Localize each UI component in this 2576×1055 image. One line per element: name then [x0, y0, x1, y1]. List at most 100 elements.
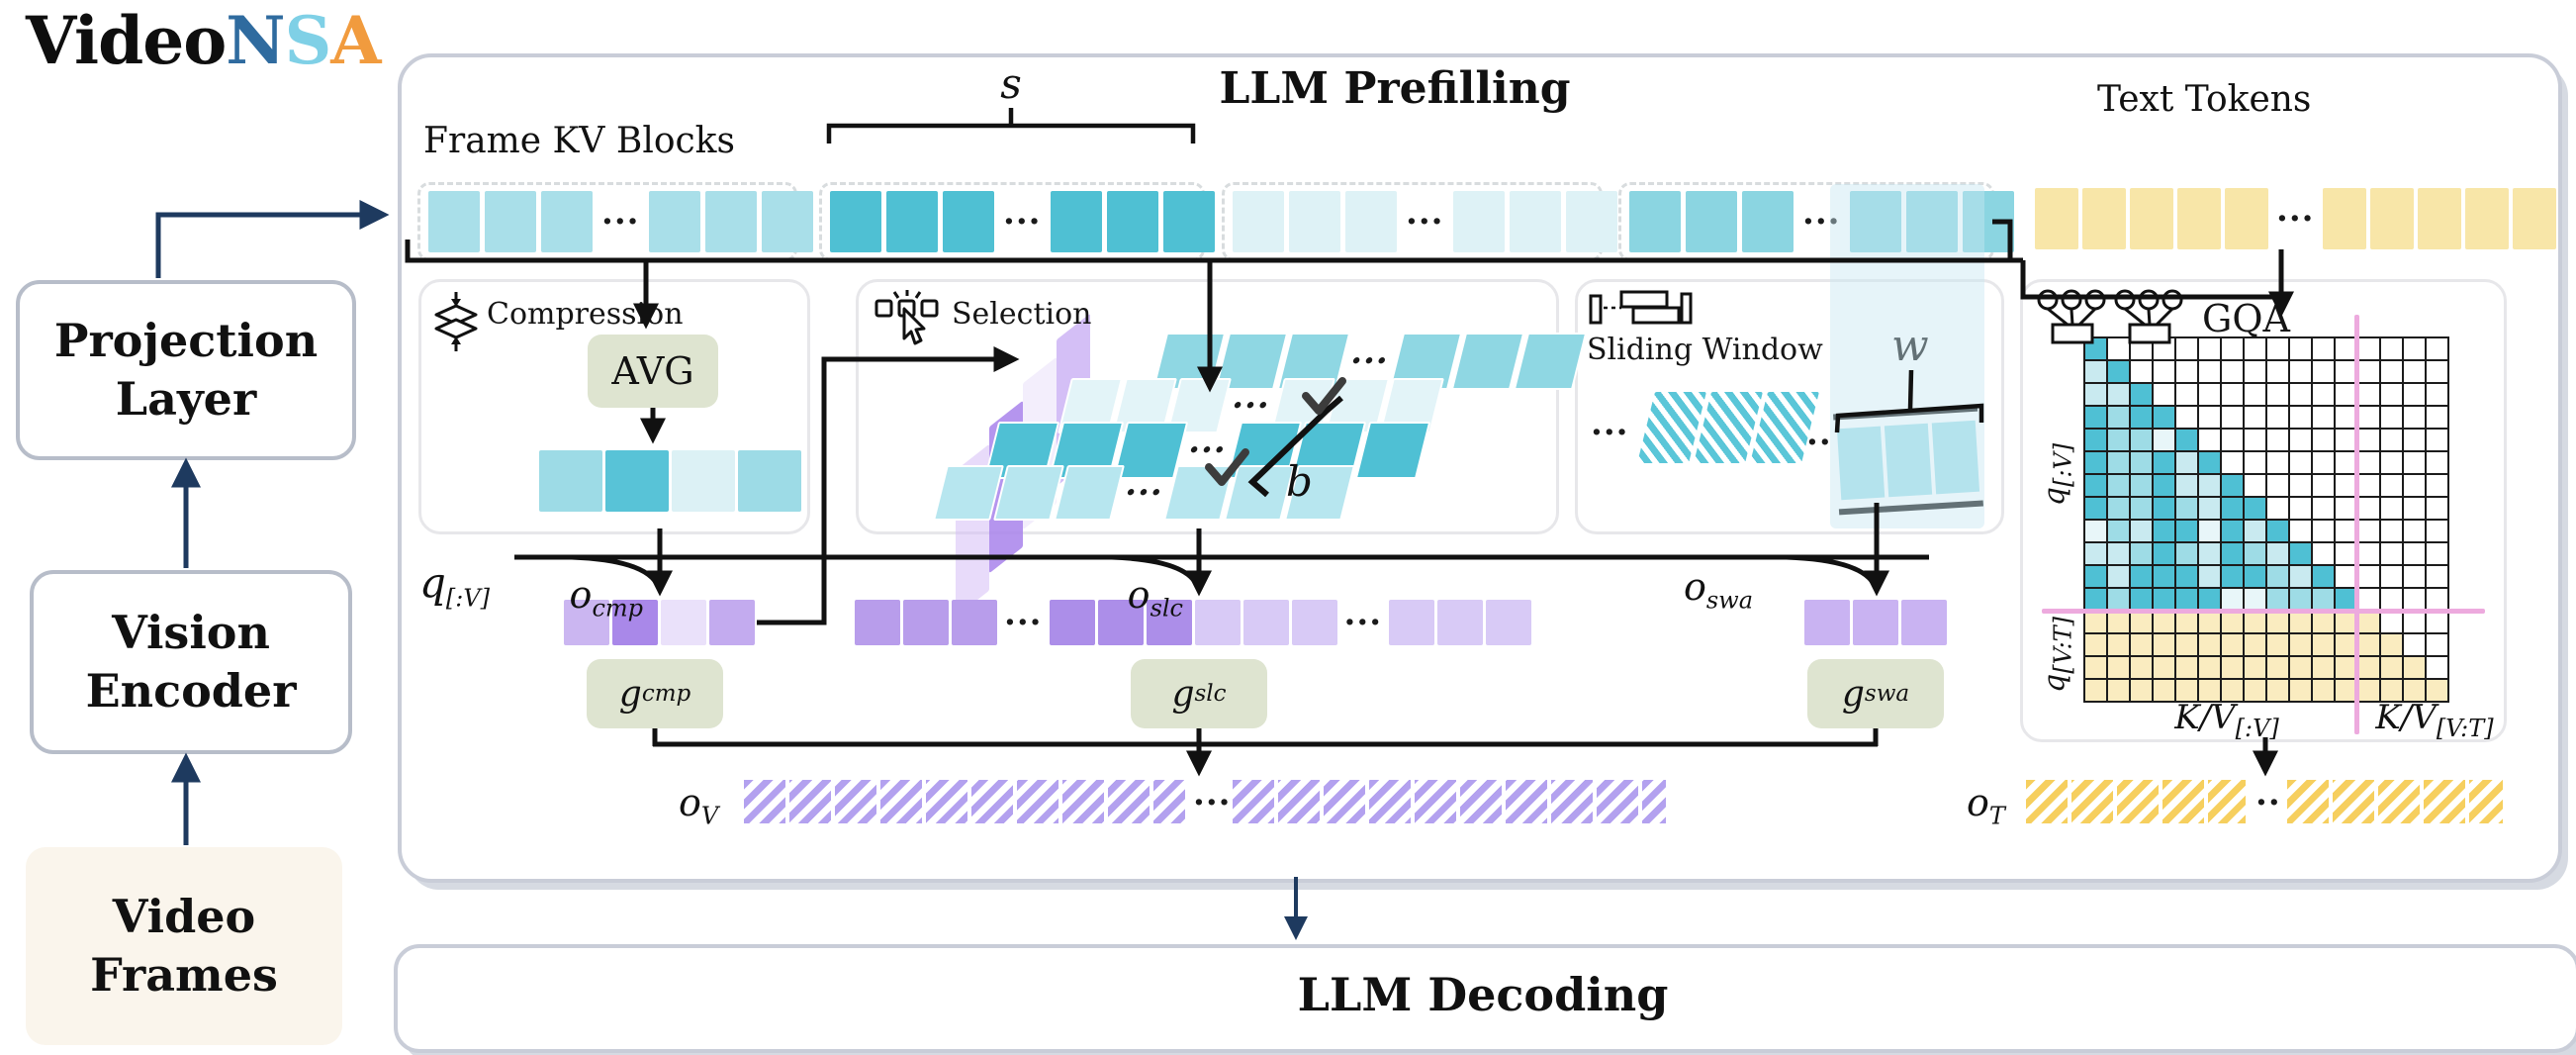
- gated-output-cell: [1242, 600, 1289, 645]
- attention-cell: [2267, 634, 2288, 655]
- attention-cell: [2131, 407, 2152, 428]
- attention-cell: [2245, 543, 2265, 564]
- attention-cell: [2336, 543, 2356, 564]
- attention-cell: [2245, 634, 2265, 655]
- text-token-cell: [2130, 188, 2173, 249]
- attention-cell: [2154, 475, 2174, 496]
- attention-cell: [2404, 657, 2425, 678]
- gated-output-cell: [1486, 600, 1532, 645]
- attention-cell: [2404, 407, 2425, 428]
- attention-cell: [2336, 430, 2356, 450]
- attention-cell: [2358, 612, 2379, 632]
- sliding-window-label: Sliding Window: [1587, 333, 1823, 367]
- attention-cell: [2336, 498, 2356, 519]
- frame-kv-label: Frame KV Blocks: [423, 121, 735, 161]
- attention-cell: [2336, 407, 2356, 428]
- g-swa-gate: g swa: [1807, 659, 1944, 728]
- attention-cell: [2222, 407, 2243, 428]
- o-slc-row: ··· ···: [855, 600, 1532, 645]
- o-swa-row: [1804, 600, 1947, 645]
- attention-cell: [2313, 566, 2334, 587]
- gqa-icon: [2037, 289, 2183, 344]
- ellipsis: ···: [2276, 199, 2315, 239]
- text-token-cell: [2417, 188, 2461, 249]
- kv-cell: [1509, 191, 1561, 252]
- kv-cell: [485, 191, 536, 252]
- attention-cell: [2427, 589, 2447, 610]
- attention-cell: [2222, 589, 2243, 610]
- kv-cell: [943, 191, 994, 252]
- logo-letter: A: [330, 2, 381, 79]
- attention-cell: [2131, 612, 2152, 632]
- ellipsis: ···: [1227, 386, 1275, 426]
- attention-cell: [2381, 498, 2402, 519]
- compression-icon: [434, 292, 478, 351]
- attention-cell: [2267, 452, 2288, 473]
- attention-cell: [2245, 657, 2265, 678]
- b-label: b: [1286, 457, 1313, 506]
- sliding-dots-left: ···: [1591, 413, 1629, 452]
- attention-cell: [2404, 612, 2425, 632]
- text-token-cell: [2177, 188, 2221, 249]
- attention-cell: [2154, 657, 2174, 678]
- attention-cell: [2245, 680, 2265, 701]
- attention-cell: [2131, 566, 2152, 587]
- selection-cell: [1223, 465, 1295, 521]
- attention-cell: [2267, 521, 2288, 541]
- attention-cell: [2131, 634, 2152, 655]
- attention-cell: [2290, 680, 2311, 701]
- gated-output-cell: [1804, 600, 1850, 645]
- attention-cell: [2222, 521, 2243, 541]
- attention-cell: [2108, 657, 2129, 678]
- kv-cell: [1742, 191, 1794, 252]
- attention-cell: [2267, 566, 2288, 587]
- prefilling-title: LLM Prefilling: [1219, 63, 1571, 114]
- attention-cell: [2404, 475, 2425, 496]
- attention-cell: [2290, 407, 2311, 428]
- attention-cell: [2313, 612, 2334, 632]
- compression-label: Compression: [487, 297, 684, 332]
- attention-cell: [2154, 521, 2174, 541]
- attention-cell: [2290, 589, 2311, 610]
- attention-cell: [2222, 361, 2243, 382]
- attention-cell: [2085, 589, 2106, 610]
- attention-cell: [2427, 657, 2447, 678]
- gated-output-cell: [1291, 600, 1337, 645]
- text-token-cell: [2322, 188, 2366, 249]
- attention-cell: [2427, 521, 2447, 541]
- gqa-x-label-vision: K/V[:V]: [2174, 698, 2279, 742]
- attention-cell: [2154, 452, 2174, 473]
- attention-cell: [2313, 430, 2334, 450]
- attention-cell: [2245, 361, 2265, 382]
- attention-cell: [2358, 566, 2379, 587]
- attention-cell: [2358, 361, 2379, 382]
- attention-cell: [2427, 634, 2447, 655]
- attention-cell: [2290, 612, 2311, 632]
- gated-output-cell: [1437, 600, 1484, 645]
- attention-cell: [2381, 361, 2402, 382]
- selection-cell: [1450, 333, 1524, 390]
- o-swa-label: oswa: [1683, 565, 1753, 615]
- attention-cell: [2222, 498, 2243, 519]
- attention-cell: [2404, 589, 2425, 610]
- attention-cell: [2131, 498, 2152, 519]
- attention-cell: [2381, 612, 2402, 632]
- attention-cell: [2222, 634, 2243, 655]
- gated-output-cell: [564, 600, 609, 645]
- attention-cell: [2267, 657, 2288, 678]
- attention-cell: [2381, 543, 2402, 564]
- attention-cell: [2404, 498, 2425, 519]
- attention-cell: [2336, 566, 2356, 587]
- attention-cell: [2358, 384, 2379, 405]
- attention-cell: [2267, 361, 2288, 382]
- attention-cell: [2245, 498, 2265, 519]
- attention-cell: [2085, 452, 2106, 473]
- attention-cell: [2085, 680, 2106, 701]
- attention-cell: [2336, 634, 2356, 655]
- attention-cell: [2358, 338, 2379, 359]
- selection-cell: [933, 465, 1004, 521]
- ellipsis: ···: [601, 202, 640, 241]
- gated-output-cell: [1901, 600, 1947, 645]
- attention-cell: [2222, 543, 2243, 564]
- ellipsis: ···: [1183, 431, 1232, 470]
